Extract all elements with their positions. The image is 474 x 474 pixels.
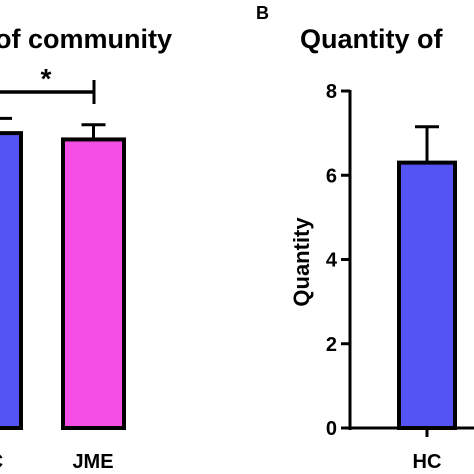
panel-a-significance: * [0,63,96,104]
y-tick-label-2: 2 [326,334,337,356]
y-tick-label-6: 6 [326,165,337,187]
bar-jme [61,137,126,430]
y-tick-label-4: 4 [326,250,338,272]
x-tick-label-c: C [0,451,3,473]
bar-c [0,131,23,430]
bar-hc [397,160,457,431]
panel-b-y-axis-label: Quantity [289,217,314,307]
panel-a-x-labels: C JME [0,451,114,473]
panel-b-y-axis: 0 2 4 6 8 [326,81,474,440]
y-tick-label-0: 0 [326,418,337,440]
panel-b-label: B [256,3,269,23]
panel-b-x-labels: HC [413,451,442,473]
panel-a-chart: of community * C JME [0,24,172,473]
significance-star: * [41,63,52,94]
y-tick-label-8: 8 [326,81,337,103]
panel-b-chart: B Quantity of Quantity 0 2 4 6 8 HC [256,3,474,473]
panel-b-title: Quantity of [300,24,443,54]
x-tick-label-jme: JME [72,451,113,473]
x-tick-label-hc: HC [413,451,442,473]
panel-a-bars [0,116,126,430]
panel-a-title: of community [0,24,172,54]
panel-b-bars [397,125,457,437]
